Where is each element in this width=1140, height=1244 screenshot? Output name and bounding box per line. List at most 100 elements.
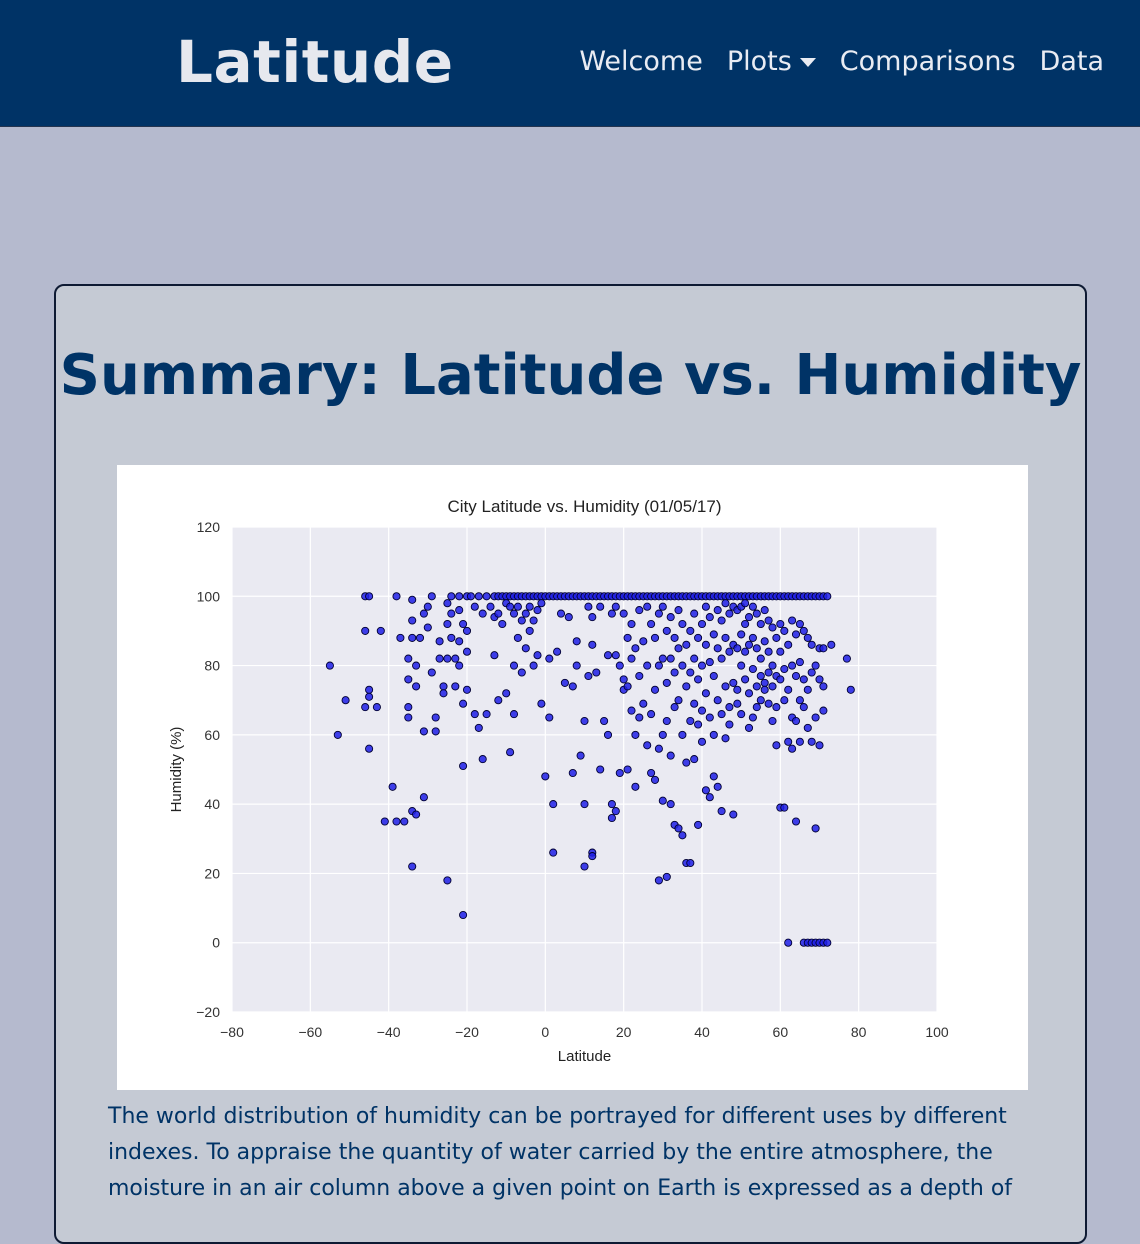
- scatter-point: [705, 713, 714, 722]
- scatter-point: [341, 696, 350, 705]
- scatter-point: [623, 633, 632, 642]
- scatter-point: [443, 619, 452, 629]
- scatter-point: [451, 654, 460, 663]
- scatter-point: [447, 633, 456, 642]
- scatter-point: [408, 633, 417, 642]
- scatter-point: [611, 651, 620, 660]
- scatter-point: [819, 706, 828, 715]
- scatter-point: [459, 699, 468, 708]
- scatter-point: [584, 602, 593, 611]
- scatter-point: [788, 744, 797, 753]
- scatter-point: [725, 609, 734, 618]
- y-tick-label: 60: [204, 727, 220, 743]
- scatter-point: [709, 730, 718, 739]
- scatter-point: [443, 876, 452, 885]
- scatter-point: [455, 637, 464, 646]
- scatter-point: [635, 671, 644, 681]
- scatter-point: [662, 872, 671, 881]
- scatter-point: [815, 675, 824, 684]
- brand-logo[interactable]: Latitude: [176, 28, 454, 96]
- scatter-point: [435, 654, 444, 663]
- nav-link-welcome-label: Welcome: [579, 46, 703, 77]
- scatter-point: [744, 723, 754, 732]
- scatter-point: [744, 689, 754, 698]
- scatter-point: [482, 592, 491, 601]
- scatter-point: [729, 678, 738, 687]
- scatter-point: [744, 640, 754, 649]
- scatter-point: [791, 630, 801, 639]
- navbar: Latitude Welcome Plots Comparisons Data: [0, 0, 1140, 127]
- scatter-point: [482, 710, 491, 719]
- scatter-point: [419, 793, 428, 802]
- scatter-point: [443, 599, 452, 608]
- scatter-point: [576, 751, 585, 760]
- scatter-point: [627, 654, 636, 663]
- scatter-point: [721, 682, 730, 691]
- scatter-point: [654, 876, 663, 885]
- scatter-point: [795, 737, 804, 746]
- scatter-point: [823, 592, 832, 601]
- scatter-point: [717, 807, 726, 816]
- scatter-point: [701, 689, 710, 698]
- scatter-point: [819, 644, 828, 653]
- scatter-point: [564, 613, 573, 622]
- scatter-point: [439, 689, 448, 698]
- nav-link-plots-dropdown[interactable]: Plots: [727, 40, 816, 84]
- scatter-point: [455, 592, 464, 601]
- scatter-point: [709, 772, 718, 781]
- x-tick-label: 20: [616, 1024, 632, 1040]
- scatter-point: [803, 723, 812, 732]
- scatter-point: [674, 606, 683, 615]
- y-tick-label: 80: [204, 658, 220, 674]
- scatter-point: [470, 710, 479, 719]
- scatter-point: [799, 675, 808, 684]
- nav-link-data[interactable]: Data: [1040, 40, 1104, 84]
- scatter-point: [752, 609, 761, 618]
- y-axis-label: Humidity (%): [168, 727, 185, 813]
- scatter-point: [686, 668, 695, 677]
- x-tick-label: −20: [455, 1024, 479, 1040]
- scatter-point: [498, 619, 507, 629]
- scatter-point: [635, 713, 644, 722]
- scatter-point: [615, 768, 624, 778]
- scatter-point: [478, 755, 487, 764]
- scatter-point: [478, 609, 487, 618]
- scatter-point: [427, 592, 436, 601]
- scatter-point: [419, 609, 428, 618]
- scatter-point: [584, 671, 593, 681]
- scatter-point: [580, 716, 589, 726]
- scatter-point: [764, 699, 773, 708]
- scatter-point: [376, 626, 385, 635]
- scatter-point: [568, 768, 577, 778]
- scatter-point: [776, 619, 785, 629]
- scatter-point: [435, 637, 444, 646]
- scatter-point: [717, 616, 726, 625]
- scatter-point: [682, 758, 691, 767]
- nav-link-plots-label: Plots: [726, 46, 792, 77]
- scatter-point: [756, 671, 765, 681]
- scatter-point: [513, 633, 522, 642]
- scatter-point: [760, 685, 769, 694]
- nav-link-welcome[interactable]: Welcome: [579, 40, 703, 84]
- scatter-point: [709, 630, 718, 639]
- scatter-point: [807, 640, 816, 649]
- scatter-point: [365, 744, 374, 753]
- scatter-point: [408, 862, 417, 871]
- scatter-point: [741, 647, 750, 656]
- scatter-point: [521, 644, 530, 653]
- scatter-point: [423, 602, 432, 611]
- scatter-point: [752, 703, 761, 712]
- scatter-point: [494, 696, 503, 705]
- scatter-point: [631, 644, 640, 653]
- scatter-point: [737, 710, 746, 719]
- scatter-point: [572, 661, 581, 670]
- scatter-point: [419, 727, 428, 736]
- nav-link-comparisons[interactable]: Comparisons: [840, 40, 1016, 84]
- scatter-point: [721, 633, 730, 642]
- scatter-point: [795, 696, 804, 705]
- scatter-point: [756, 619, 765, 629]
- scatter-point: [451, 682, 460, 691]
- scatter-point: [506, 602, 515, 611]
- scatter-point: [768, 623, 777, 632]
- scatter-point: [658, 602, 667, 611]
